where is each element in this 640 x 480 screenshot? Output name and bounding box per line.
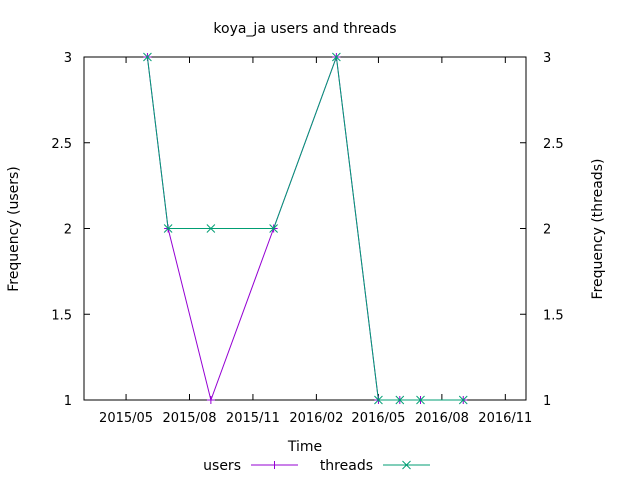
y2-tick-label: 1 [543,394,551,409]
legend-item-users: users [203,458,298,474]
x-tick-label: 2015/08 [162,411,216,426]
data-point-threads [206,224,216,233]
y-tick-label: 2.5 [51,137,72,152]
y-axis-title: Frequency (users) [6,166,22,292]
legend-label: users [203,458,241,474]
data-point-threads [332,52,341,62]
x-axis-title: Time [287,439,322,455]
x-tick-label: 2015/05 [99,411,153,426]
series-layer [143,52,468,405]
y-tick-label: 3 [64,51,72,66]
x-tick-label: 2015/11 [226,411,280,426]
legend-item-threads: threads [320,458,430,474]
legend-marker [270,461,279,469]
data-point-threads [269,224,278,233]
x-tick-label: 2016/08 [415,411,469,426]
x-axis: 2015/05 2015/08 2015/11 2016/02 2016/05 2016/… [99,57,532,426]
legend: users threads [203,458,430,474]
y-tick-label: 1 [64,394,72,409]
data-point-threads [374,395,383,405]
x-tick-label: 2016/05 [351,411,405,426]
y2-tick-label: 1.5 [543,308,564,323]
y2-tick-label: 2.5 [543,137,564,152]
data-point-threads [143,52,152,62]
series-line-threads [146,56,464,401]
y2-tick-label: 3 [543,51,551,66]
chart-title: koya_ja users and threads [213,21,396,37]
plot-frame [83,56,527,401]
y2-axis-title: Frequency (threads) [590,159,606,300]
data-point-threads [395,395,405,405]
x-tick-label: 2016/02 [289,411,343,426]
data-point-users [206,396,215,404]
data-point-threads [163,224,173,233]
data-point-threads [458,395,468,405]
y-tick-label: 1.5 [51,308,72,323]
y-tick-label: 2 [64,223,72,238]
y-axis-right: 1 1.5 2 2.5 3 [520,51,564,409]
y2-tick-label: 2 [543,223,551,238]
y-axis-left: 1 1.5 2 2.5 3 [51,51,90,409]
data-point-threads [416,395,425,405]
legend-marker [402,460,411,470]
legend-label: threads [320,458,373,474]
x-tick-label: 2016/11 [478,411,532,426]
